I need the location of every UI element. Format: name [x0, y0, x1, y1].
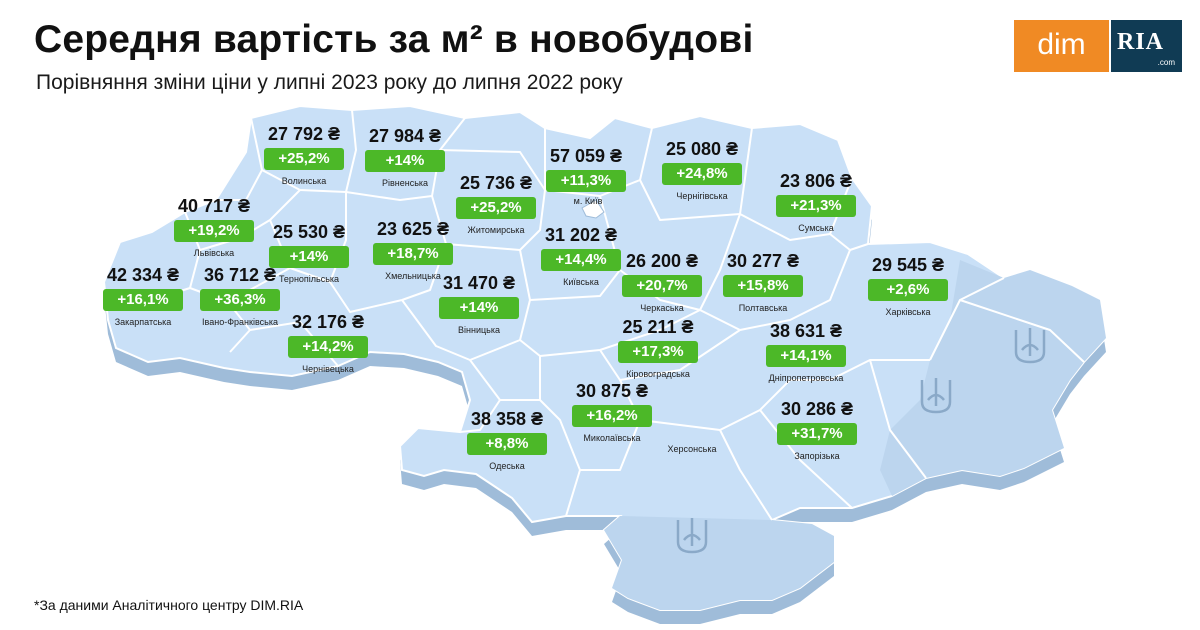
trident-icon-donetsk: [920, 378, 952, 414]
logo-ria-part: RIA .com: [1111, 20, 1182, 72]
region-name: Рівненська: [381, 178, 429, 188]
region-price: 25 736 ₴: [459, 173, 533, 193]
region-change-badge: +21,3%: [776, 195, 856, 217]
region-name: Кіровоградська: [626, 369, 690, 379]
region-price: 38 631 ₴: [769, 321, 843, 341]
region-price: 36 712 ₴: [203, 265, 277, 285]
region-change-badge: +18,7%: [373, 243, 453, 265]
region-price: 42 334 ₴: [106, 265, 180, 285]
region-price: 25 211 ₴: [622, 317, 694, 337]
region-change-badge: +19,2%: [174, 220, 254, 242]
region-price: 31 202 ₴: [544, 225, 618, 245]
region-price: 30 277 ₴: [726, 251, 800, 271]
region-price: 23 806 ₴: [779, 171, 853, 191]
region-price: 23 625 ₴: [376, 219, 450, 239]
region-name: Миколаївська: [583, 433, 641, 443]
logo-com-text: .com: [1157, 58, 1175, 67]
region-change-badge: +14,1%: [766, 345, 846, 367]
region-price: 38 358 ₴: [470, 409, 544, 429]
region-change-badge: +14%: [439, 297, 519, 319]
region-name: Закарпатська: [114, 317, 172, 327]
trident-icon-crimea: [676, 518, 708, 554]
dim-ria-logo[interactable]: dim RIA .com: [1014, 20, 1182, 72]
region-change-badge: +16,1%: [103, 289, 183, 311]
region-price: 31 470 ₴: [442, 273, 516, 293]
region-name: Чернігівська: [676, 191, 728, 201]
region-change-badge: +17,3%: [618, 341, 698, 363]
page-subtitle: Порівняння зміни ціни у липні 2023 року …: [36, 71, 623, 94]
region-name: Тернопільська: [278, 274, 340, 284]
region-name: Дніпропетровська: [768, 373, 844, 383]
region-change-badge: +20,7%: [622, 275, 702, 297]
region-name: Волинська: [281, 176, 327, 186]
occupied-east-tint: [880, 260, 1106, 496]
region-change-badge: +25,2%: [264, 148, 344, 170]
region-price: 27 984 ₴: [368, 126, 442, 146]
region-price: 57 059 ₴: [549, 146, 623, 166]
region-name: Сумська: [798, 223, 834, 233]
region-price: 25 080 ₴: [665, 139, 739, 159]
footnote: *За даними Аналітичного центру DIM.RIA: [34, 597, 304, 613]
region-price: 30 875 ₴: [575, 381, 649, 401]
region-name: Полтавська: [738, 303, 788, 313]
region-change-badge: +36,3%: [200, 289, 280, 311]
region-name: Хмельницька: [385, 271, 441, 281]
region-change-badge: +2,6%: [868, 279, 948, 301]
region-change-badge: +25,2%: [456, 197, 536, 219]
region-change-badge: +16,2%: [572, 405, 652, 427]
region-price: 27 792 ₴: [267, 124, 341, 144]
logo-ria-text: RIA: [1117, 29, 1165, 55]
page-title: Середня вартість за м² в новобудові: [34, 18, 754, 61]
region-name: Вінницька: [458, 325, 500, 335]
region-change-badge: +15,8%: [723, 275, 803, 297]
region-change-badge: +14%: [269, 246, 349, 268]
region-price: 25 530 ₴: [272, 222, 346, 242]
trident-icon-luhansk: [1014, 328, 1046, 364]
region-name: Запорізька: [794, 451, 840, 461]
region-price: 40 717 ₴: [177, 196, 251, 216]
region-name: Львівська: [193, 248, 235, 258]
logo-dim-part: dim: [1014, 20, 1109, 72]
region-price: 26 200 ₴: [625, 251, 699, 271]
region-name: Харківська: [885, 307, 931, 317]
region-name: Київська: [563, 277, 599, 287]
region-name: Житомирська: [467, 225, 525, 235]
region-name: Черкаська: [640, 303, 684, 313]
kyiv-city-shape: [581, 199, 605, 219]
region-price: 30 286 ₴: [780, 399, 854, 419]
region-name-khersonska: Херсонська: [667, 444, 717, 454]
crimea-tint: [604, 516, 834, 610]
region-change-badge: +11,3%: [546, 170, 626, 192]
region-change-badge: +31,7%: [777, 423, 857, 445]
region-change-badge: +14,4%: [541, 249, 621, 271]
region-price: 32 176 ₴: [291, 312, 365, 332]
region-price: 29 545 ₴: [871, 255, 945, 275]
region-change-badge: +8,8%: [467, 433, 547, 455]
region-name-kyiv-city: м. Київ: [573, 196, 603, 206]
region-name: Івано-Франківська: [202, 317, 278, 327]
region-change-badge: +14%: [365, 150, 445, 172]
region-change-badge: +24,8%: [662, 163, 742, 185]
region-name: Одеська: [489, 461, 525, 471]
region-change-badge: +14,2%: [288, 336, 368, 358]
region-name: Чернівецька: [302, 364, 354, 374]
